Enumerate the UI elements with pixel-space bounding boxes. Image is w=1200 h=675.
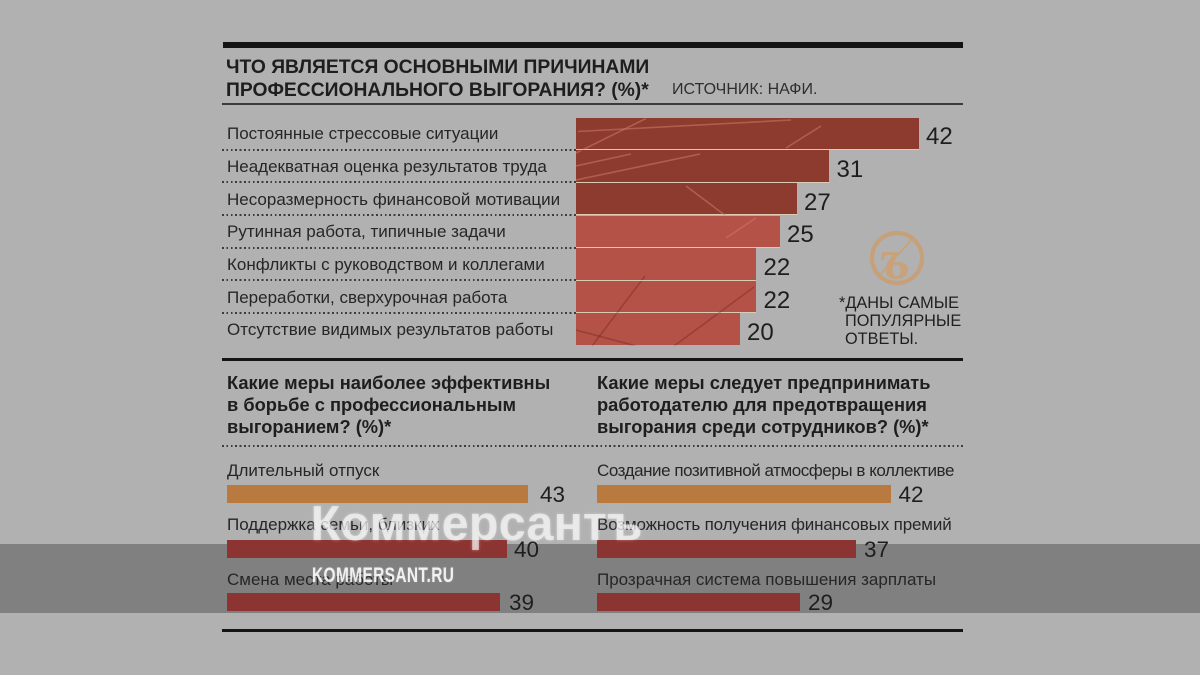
svg-text:ъ: ъ [880, 229, 910, 287]
